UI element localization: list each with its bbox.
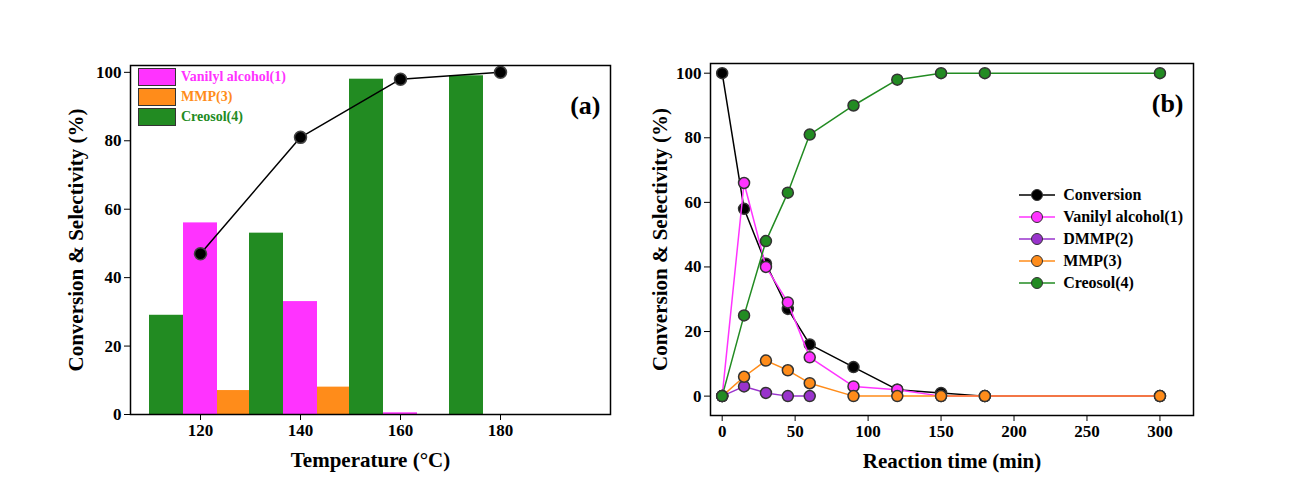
html-text:MMP(3): MMP(3) (181, 89, 233, 104)
svg-text:160: 160 (388, 421, 414, 440)
svg-text:40: 40 (105, 268, 122, 287)
svg-text:(b): (b) (1152, 89, 1184, 118)
html-text:Creosol(4): Creosol(4) (1063, 274, 1134, 291)
svg-text:100: 100 (96, 63, 122, 82)
svg-text:150: 150 (928, 422, 954, 441)
html-text:Vanilyl alcohol(1): Vanilyl alcohol(1) (181, 69, 286, 84)
svg-text:0: 0 (718, 422, 727, 441)
svg-text:200: 200 (1001, 422, 1027, 441)
svg-text:40: 40 (685, 257, 702, 276)
svg-text:Conversion & Selectivity (%): Conversion & Selectivity (%) (648, 108, 672, 371)
svg-text:120: 120 (188, 421, 214, 440)
svg-text:20: 20 (685, 322, 702, 341)
svg-text:0: 0 (693, 387, 702, 406)
svg-text:(a): (a) (570, 91, 600, 120)
svg-text:50: 50 (787, 422, 804, 441)
svg-text:Conversion & Selectivity (%): Conversion & Selectivity (%) (64, 108, 88, 371)
svg-text:20: 20 (105, 337, 122, 356)
svg-text:60: 60 (105, 200, 122, 219)
svg-text:180: 180 (488, 421, 514, 440)
svg-text:300: 300 (1147, 422, 1173, 441)
html-text:DMMP(2): DMMP(2) (1063, 230, 1134, 247)
svg-text:100: 100 (855, 422, 881, 441)
svg-text:80: 80 (685, 128, 702, 147)
html-text:MMP(3): MMP(3) (1063, 252, 1122, 269)
svg-text:140: 140 (288, 421, 314, 440)
html-text:Creosol(4): Creosol(4) (181, 109, 243, 124)
svg-text:0: 0 (113, 405, 122, 424)
svg-text:Temperature (°C): Temperature (°C) (291, 448, 450, 472)
svg-text:80: 80 (105, 131, 122, 150)
svg-text:60: 60 (685, 193, 702, 212)
svg-text:250: 250 (1074, 422, 1100, 441)
html-text:Conversion: Conversion (1063, 186, 1142, 203)
svg-text:100: 100 (676, 64, 702, 83)
html-text:Vanilyl alcohol(1): Vanilyl alcohol(1) (1063, 208, 1183, 225)
svg-text:Reaction time (min): Reaction time (min) (863, 449, 1041, 473)
